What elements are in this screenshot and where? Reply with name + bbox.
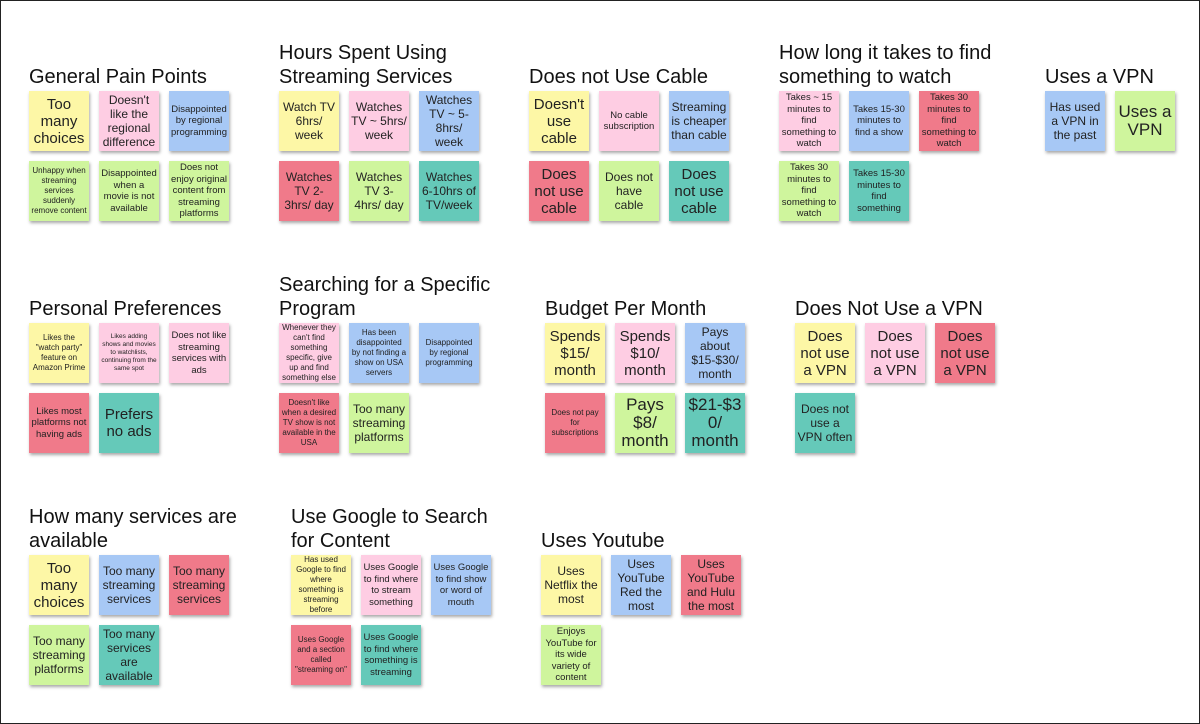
group-budget-per-month: Budget Per Month Spends $15/ month Spend…	[545, 297, 745, 453]
group-time-to-find: How long it takes to find something to w…	[779, 41, 992, 221]
sticky-note[interactable]: Too many streaming services	[169, 555, 229, 615]
sticky-note[interactable]: Doesn't like when a desired TV show is n…	[279, 393, 339, 453]
sticky-note[interactable]: Pays $8/ month	[615, 393, 675, 453]
sticky-note[interactable]: Takes 30 minutes to find something to wa…	[779, 161, 839, 221]
sticky-note[interactable]: Watches TV ~ 5-8hrs/ week	[419, 91, 479, 151]
sticky-note[interactable]: No cable subscription	[599, 91, 659, 151]
sticky-note[interactable]: Too many choices	[29, 91, 89, 151]
sticky-note[interactable]: Watches TV 3-4hrs/ day	[349, 161, 409, 221]
sticky-note[interactable]: Watches TV ~ 5hrs/ week	[349, 91, 409, 151]
group-title: Use Google to Search for Content	[291, 506, 488, 552]
sticky-note[interactable]: Takes 30 minutes to find something to wa…	[919, 91, 979, 151]
sticky-note[interactable]: Uses a VPN	[1115, 91, 1175, 151]
group-title: How many services are available	[29, 506, 237, 552]
sticky-note[interactable]: Does not pay for subscriptions	[545, 393, 605, 453]
sticky-note[interactable]: Too many streaming platforms	[349, 393, 409, 453]
group-uses-youtube: Uses Youtube Uses Netflix the most Uses …	[541, 529, 741, 685]
sticky-note[interactable]: Too many streaming services	[99, 555, 159, 615]
sticky-note[interactable]: Does not have cable	[599, 161, 659, 221]
group-does-not-use-cable: Does not Use Cable Doesn't use cable No …	[529, 65, 729, 221]
sticky-note[interactable]: Too many services are available	[99, 625, 159, 685]
group-title: Personal Preferences	[29, 298, 222, 320]
sticky-note[interactable]: Enjoys YouTube for its wide variety of c…	[541, 625, 601, 685]
sticky-note[interactable]: Disappointed when a movie is not availab…	[99, 161, 159, 221]
sticky-note[interactable]: Takes 15-30 minutes to find something	[849, 161, 909, 221]
sticky-note[interactable]: Likes adding shows and movies to watchli…	[99, 323, 159, 383]
sticky-note[interactable]: Does not enjoy original content from str…	[169, 161, 229, 221]
sticky-note[interactable]: Doesn't like the regional difference	[99, 91, 159, 151]
group-hours-spent: Hours Spent Using Streaming Services Wat…	[279, 41, 479, 221]
group-uses-vpn: Uses a VPN Has used a VPN in the past Us…	[1045, 65, 1175, 151]
sticky-note[interactable]: Watch TV 6hrs/ week	[279, 91, 339, 151]
sticky-note[interactable]: Uses Netflix the most	[541, 555, 601, 615]
group-title: How long it takes to find something to w…	[779, 42, 992, 88]
sticky-note[interactable]: Watches TV 2-3hrs/ day	[279, 161, 339, 221]
sticky-note[interactable]: Has used Google to find where something …	[291, 555, 351, 615]
sticky-note[interactable]: Uses Google to find where something is s…	[361, 625, 421, 685]
sticky-note[interactable]: $21-$30/ month	[685, 393, 745, 453]
sticky-note[interactable]: Does not use a VPN	[865, 323, 925, 383]
group-personal-preferences: Personal Preferences Likes the "watch pa…	[29, 297, 229, 453]
sticky-note[interactable]: Has been disappointed by not finding a s…	[349, 323, 409, 383]
group-services-available: How many services are available Too many…	[29, 505, 237, 685]
group-use-google: Use Google to Search for Content Has use…	[291, 505, 491, 685]
group-title: Does Not Use a VPN	[795, 298, 983, 320]
group-general-pain-points: General Pain Points Too many choices Doe…	[29, 65, 229, 221]
sticky-note[interactable]: Too many streaming platforms	[29, 625, 89, 685]
sticky-note[interactable]: Spends $10/ month	[615, 323, 675, 383]
sticky-note[interactable]: Uses YouTube and Hulu the most	[681, 555, 741, 615]
sticky-note[interactable]: Likes the "watch party" feature on Amazo…	[29, 323, 89, 383]
group-title: General Pain Points	[29, 66, 207, 88]
sticky-note[interactable]: Likes most platforms not having ads	[29, 393, 89, 453]
sticky-note[interactable]: Uses YouTube Red the most	[611, 555, 671, 615]
group-title: Budget Per Month	[545, 298, 707, 320]
sticky-note[interactable]: Disappointed by regional programming	[419, 323, 479, 383]
sticky-note[interactable]: Streaming is cheaper than cable	[669, 91, 729, 151]
sticky-note[interactable]: Doesn't use cable	[529, 91, 589, 151]
sticky-note[interactable]: Disappointed by regional programming	[169, 91, 229, 151]
sticky-note[interactable]: Does not use cable	[669, 161, 729, 221]
sticky-note[interactable]: Has used a VPN in the past	[1045, 91, 1105, 151]
group-title: Searching for a Specific Program	[279, 274, 491, 320]
sticky-note[interactable]: Pays about $15-$30/ month	[685, 323, 745, 383]
sticky-note[interactable]: Does not use a VPN	[795, 323, 855, 383]
sticky-note[interactable]: Uses Google to find show or word of mout…	[431, 555, 491, 615]
sticky-note[interactable]: Too many choices	[29, 555, 89, 615]
group-does-not-use-vpn: Does Not Use a VPN Does not use a VPN Do…	[795, 297, 995, 453]
sticky-note[interactable]: Uses Google to find where to stream some…	[361, 555, 421, 615]
sticky-note[interactable]: Does not use cable	[529, 161, 589, 221]
sticky-note[interactable]: Uses Google and a section called "stream…	[291, 625, 351, 685]
sticky-note[interactable]: Takes ~ 15 minutes to find something to …	[779, 91, 839, 151]
sticky-note[interactable]: Does not like streaming services with ad…	[169, 323, 229, 383]
sticky-note[interactable]: Does not use a VPN	[935, 323, 995, 383]
sticky-note[interactable]: Spends $15/ month	[545, 323, 605, 383]
sticky-note[interactable]: Unhappy when streaming services suddenly…	[29, 161, 89, 221]
group-searching-specific-program: Searching for a Specific Program Wheneve…	[279, 273, 491, 453]
group-title: Uses Youtube	[541, 530, 665, 552]
sticky-note[interactable]: Watches 6-10hrs of TV/week	[419, 161, 479, 221]
sticky-note[interactable]: Whenever they can't find something speci…	[279, 323, 339, 383]
sticky-note[interactable]: Does not use a VPN often	[795, 393, 855, 453]
group-title: Uses a VPN	[1045, 66, 1154, 88]
group-title: Hours Spent Using Streaming Services	[279, 42, 453, 88]
sticky-note[interactable]: Prefers no ads	[99, 393, 159, 453]
group-title: Does not Use Cable	[529, 66, 708, 88]
sticky-note[interactable]: Takes 15-30 minutes to find a show	[849, 91, 909, 151]
